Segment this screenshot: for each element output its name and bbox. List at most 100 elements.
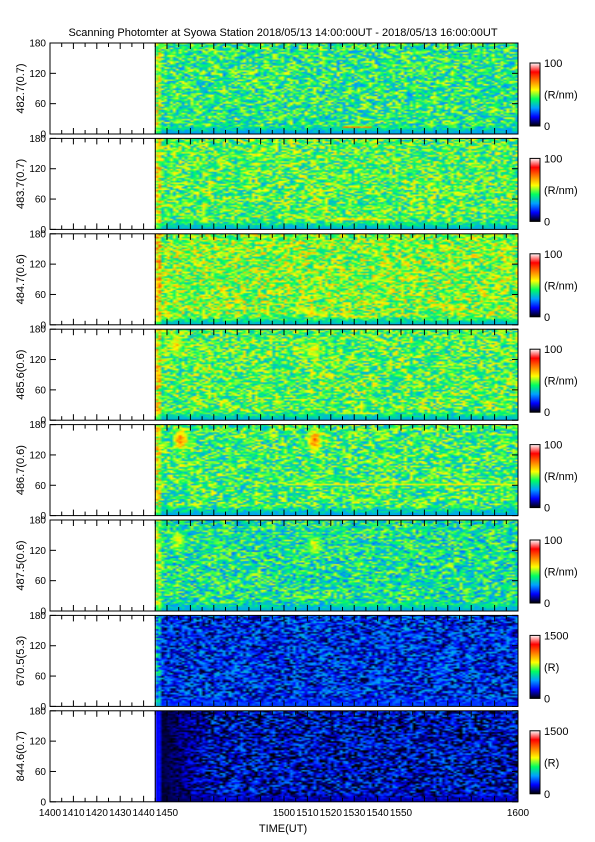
colorbar-min-label: 0 xyxy=(544,693,550,705)
y-tick-label: 60 xyxy=(35,576,47,587)
colorbar xyxy=(529,348,541,413)
heatmap-image xyxy=(50,329,518,421)
colorbar xyxy=(529,444,541,509)
colorbar-unit-label: (R/nm) xyxy=(544,185,578,197)
colorbar-max-label: 100 xyxy=(544,153,562,165)
x-tick-label: 1530 xyxy=(343,808,366,819)
panel-label: 484.7(0.6) xyxy=(15,254,27,304)
colorbar-unit-label: (R/nm) xyxy=(544,471,578,483)
y-tick-label: 120 xyxy=(29,737,46,748)
panel-6: 0 60 120 180 487.5(0.6) 100 0 (R/nm) xyxy=(15,516,578,618)
y-tick-label: 120 xyxy=(29,355,46,366)
panel-label: 482.7(0.7) xyxy=(15,63,27,113)
y-tick-label: 60 xyxy=(35,385,47,396)
x-tick-label: 1600 xyxy=(507,808,530,819)
x-tick-label: 1550 xyxy=(390,808,413,819)
y-tick-label: 60 xyxy=(35,672,47,683)
panel-label: 486.7(0.6) xyxy=(15,445,27,495)
colorbar-unit-label: (R) xyxy=(544,757,559,769)
heatmap-image xyxy=(50,710,518,802)
colorbar-unit-label: (R/nm) xyxy=(544,376,578,388)
y-tick-label: 120 xyxy=(29,450,46,461)
panel-7: 0 60 120 180 670.5(5.3) 1500 0 (R) xyxy=(15,611,568,713)
colorbar-max-label: 100 xyxy=(544,440,562,452)
colorbar-max-label: 100 xyxy=(544,58,562,70)
panel-label: 844.6(0.7) xyxy=(15,731,27,781)
colorbar xyxy=(529,539,541,604)
colorbar-min-label: 0 xyxy=(544,216,550,228)
colorbar xyxy=(529,62,541,127)
panel-label: 485.6(0.6) xyxy=(15,350,27,400)
y-tick-label: 180 xyxy=(29,706,46,717)
y-tick-label: 0 xyxy=(40,416,46,427)
heatmap-image xyxy=(50,233,518,325)
colorbar-unit-label: (R/nm) xyxy=(544,90,578,102)
colorbar-min-label: 0 xyxy=(544,407,550,419)
x-tick-label: 1540 xyxy=(366,808,389,819)
colorbar-unit-label: (R/nm) xyxy=(544,567,578,579)
colorbar-max-label: 1500 xyxy=(544,726,568,738)
y-tick-label: 180 xyxy=(29,420,46,431)
y-tick-label: 180 xyxy=(29,134,46,145)
y-tick-label: 60 xyxy=(35,290,47,301)
x-tick-label: 1500 xyxy=(273,808,296,819)
y-tick-label: 0 xyxy=(40,225,46,236)
colorbar-max-label: 1500 xyxy=(544,630,568,642)
heatmap-image xyxy=(50,43,518,134)
colorbar xyxy=(529,634,541,699)
y-tick-label: 0 xyxy=(40,320,46,331)
y-tick-label: 180 xyxy=(29,611,46,622)
x-tick-label: 1450 xyxy=(156,808,179,819)
x-tick-label: 1510 xyxy=(296,808,319,819)
y-tick-label: 60 xyxy=(35,195,47,206)
colorbar xyxy=(529,253,541,318)
y-tick-label: 60 xyxy=(35,767,47,778)
heatmap-image xyxy=(50,520,518,611)
y-tick-label: 120 xyxy=(29,164,46,175)
heatmap-image xyxy=(50,615,518,707)
panel-8: 0 60 120 180 844.6(0.7) 1500 0 (R) xyxy=(15,706,568,808)
colorbar-max-label: 100 xyxy=(544,249,562,261)
chart-title: Scanning Photomter at Syowa Station 2018… xyxy=(68,27,497,39)
x-axis: 1400 1410 1420 1430 1440 1450 1500 1510 1520 1530… xyxy=(39,808,530,819)
y-tick-label: 180 xyxy=(29,229,46,240)
x-tick-label: 1410 xyxy=(62,808,85,819)
colorbar-min-label: 0 xyxy=(544,121,550,133)
y-tick-label: 120 xyxy=(29,260,46,271)
y-tick-label: 0 xyxy=(40,702,46,713)
heatmap-image xyxy=(50,138,518,230)
colorbar xyxy=(529,730,541,795)
y-tick-label: 120 xyxy=(29,641,46,652)
colorbar-unit-label: (R/nm) xyxy=(544,280,578,292)
y-tick-label: 120 xyxy=(29,546,46,557)
y-tick-label: 180 xyxy=(29,39,46,50)
x-axis-title: TIME(UT) xyxy=(259,823,307,835)
colorbar-max-label: 100 xyxy=(544,344,562,356)
y-tick-label: 0 xyxy=(40,607,46,618)
y-tick-label: 180 xyxy=(29,325,46,336)
panel-5: 0 60 120 180 486.7(0.6) 100 0 (R/nm) xyxy=(15,420,578,522)
panel-label: 483.7(0.7) xyxy=(15,159,27,209)
panel-1: 0 60 120 180 482.7(0.7) 100 0 (R/nm) xyxy=(15,39,578,141)
colorbar-min-label: 0 xyxy=(544,503,550,515)
x-tick-label: 1420 xyxy=(86,808,109,819)
panel-label: 487.5(0.6) xyxy=(15,540,27,590)
y-tick-label: 0 xyxy=(40,511,46,522)
panels: 0 60 120 180 482.7(0.7) 100 0 (R/nm) 0 60 120 180 48… xyxy=(15,39,578,809)
colorbar xyxy=(529,157,541,222)
colorbar-min-label: 0 xyxy=(544,789,550,801)
heatmap-image xyxy=(50,424,518,516)
y-tick-label: 0 xyxy=(40,130,46,141)
y-tick-label: 60 xyxy=(35,481,47,492)
colorbar-min-label: 0 xyxy=(544,598,550,610)
x-tick-label: 1400 xyxy=(39,808,62,819)
y-tick-label: 0 xyxy=(40,797,46,808)
panel-label: 670.5(5.3) xyxy=(15,636,27,686)
x-tick-label: 1440 xyxy=(132,808,155,819)
y-tick-label: 60 xyxy=(35,99,47,110)
colorbar-unit-label: (R) xyxy=(544,662,559,674)
y-tick-label: 120 xyxy=(29,69,46,80)
y-tick-label: 180 xyxy=(29,516,46,527)
colorbar-max-label: 100 xyxy=(544,535,562,547)
